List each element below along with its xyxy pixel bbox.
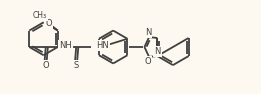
Text: N: N [145, 28, 151, 37]
Text: NH: NH [59, 41, 72, 50]
Text: CH₃: CH₃ [32, 11, 46, 20]
Text: HN: HN [96, 41, 109, 50]
Text: O: O [46, 19, 52, 28]
Text: O: O [145, 57, 151, 66]
Text: S: S [73, 61, 79, 70]
Text: O: O [42, 61, 49, 70]
Text: N: N [154, 47, 161, 56]
